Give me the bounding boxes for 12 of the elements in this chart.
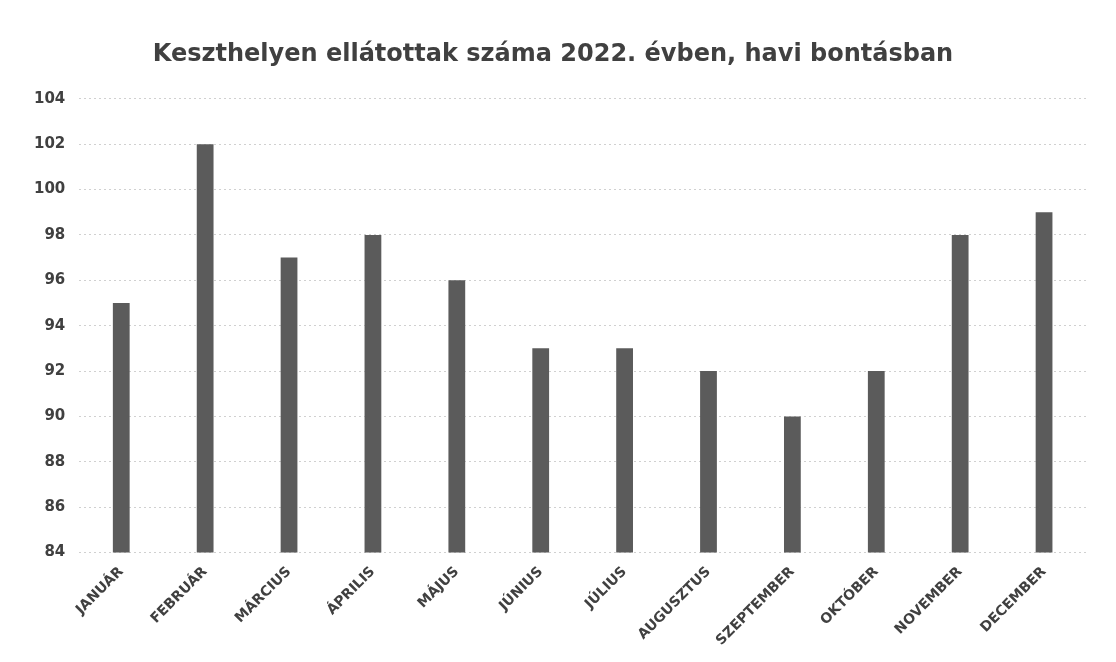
y-tick-label: 92 — [44, 360, 66, 379]
y-tick-label: 88 — [44, 451, 66, 470]
y-tick-label: 94 — [44, 315, 66, 334]
chart-title: Keszthelyen ellátottak száma 2022. évben, havi bontásban — [152, 38, 954, 67]
y-tick-label: 86 — [44, 497, 66, 516]
y-tick-label: 90 — [44, 406, 66, 425]
y-tick-label: 98 — [44, 224, 66, 243]
y-tick-label: 100 — [34, 179, 66, 198]
y-tick-label: 104 — [34, 88, 66, 107]
y-tick-label: 102 — [34, 134, 66, 153]
y-tick-label: 96 — [44, 270, 66, 289]
y-tick-label: 84 — [44, 542, 66, 561]
